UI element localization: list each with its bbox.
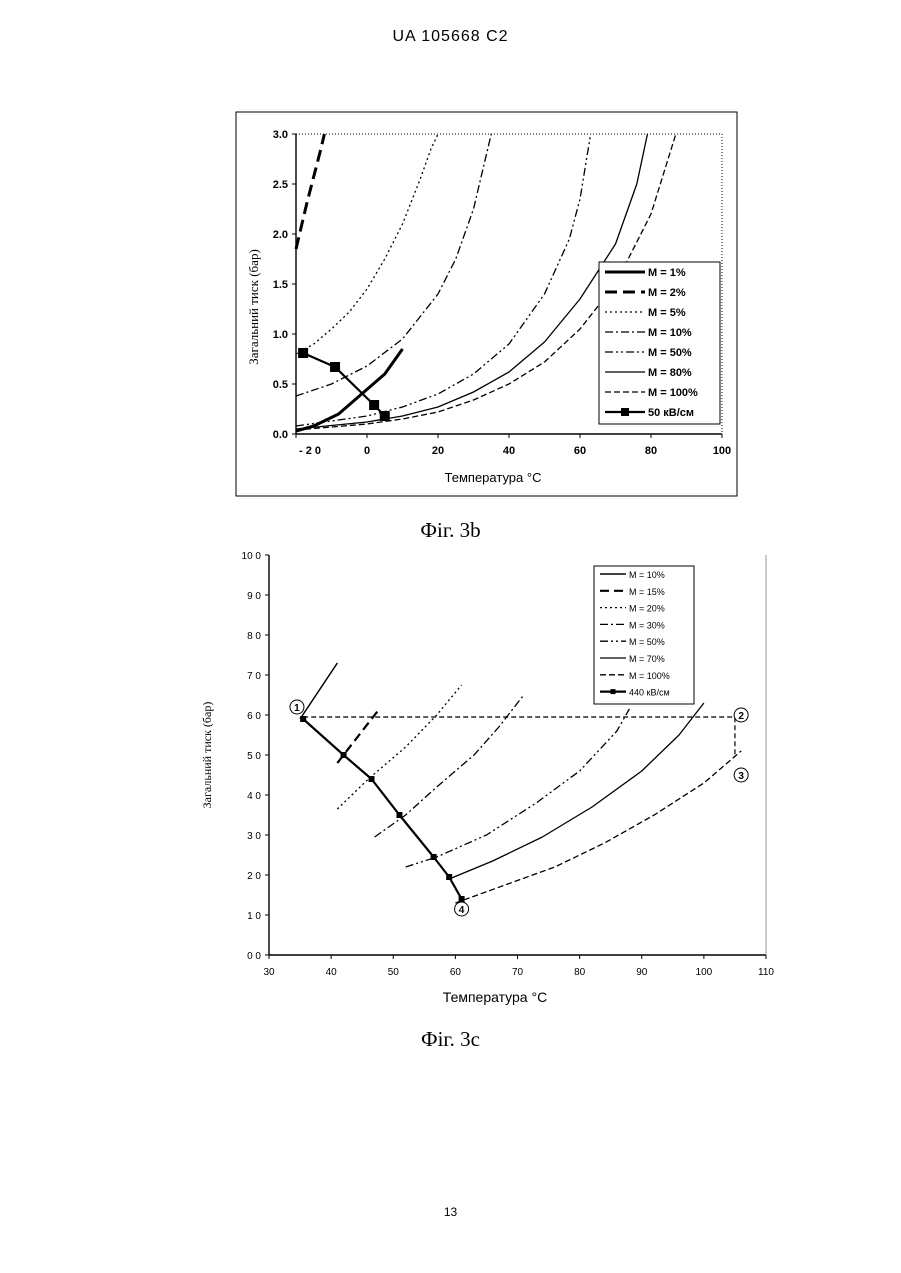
legend-label: M = 20% (629, 604, 665, 614)
data-point-marker (341, 752, 347, 758)
page-number: 13 (0, 1205, 901, 1219)
x-tick-label: 110 (758, 967, 774, 978)
data-point-marker (446, 874, 452, 880)
y-tick-label: 4 0 (247, 791, 261, 802)
x-tick-label: 30 (263, 967, 275, 978)
state-point-label: 2 (738, 711, 744, 722)
y-tick-label: 10 0 (242, 551, 262, 562)
x-tick-label: 60 (450, 967, 462, 978)
series-line-m-10 (300, 663, 337, 719)
data-point-marker (459, 896, 465, 902)
legend-label: M = 50% (629, 637, 665, 647)
y-tick-label: 1 0 (247, 911, 261, 922)
y-tick-label: 6 0 (247, 711, 261, 722)
legend-label: M = 10% (629, 570, 665, 580)
legend-label: M = 70% (629, 654, 665, 664)
state-point-label: 4 (459, 905, 465, 916)
data-point-marker (396, 812, 402, 818)
x-tick-label: 90 (636, 967, 648, 978)
y-tick-label: 9 0 (247, 591, 261, 602)
data-point-marker (369, 776, 375, 782)
y-tick-label: 5 0 (247, 751, 261, 762)
x-tick-label: 100 (696, 967, 713, 978)
x-tick-label: 50 (388, 967, 400, 978)
series-line-440 (303, 719, 461, 899)
x-tick-label: 80 (574, 967, 586, 978)
y-tick-label: 3 0 (247, 831, 261, 842)
legend-label: 440 кВ/см (629, 688, 670, 698)
y-tick-label: 7 0 (247, 671, 261, 682)
y-tick-label: 8 0 (247, 631, 261, 642)
y-tick-label: 2 0 (247, 871, 261, 882)
series-line-m-70 (449, 703, 704, 879)
x-tick-label: 40 (326, 967, 338, 978)
series-line-m-50 (406, 709, 630, 867)
legend-label: M = 30% (629, 620, 665, 630)
x-tick-label: 70 (512, 967, 524, 978)
series-line-m-20 (337, 685, 461, 809)
state-point-label: 3 (738, 771, 744, 782)
state-point-label: 1 (294, 703, 300, 714)
y-tick-label: 0 0 (247, 951, 261, 962)
data-point-marker (300, 716, 306, 722)
legend-label: M = 15% (629, 587, 665, 597)
x-axis-label: Температура °С (443, 989, 547, 1005)
legend-label: M = 100% (629, 671, 670, 681)
y-axis-label: Загальний тиск (бар) (200, 702, 214, 809)
legend-marker (611, 689, 616, 694)
figure-caption-3c: Фіг. 3c (0, 1027, 901, 1052)
data-point-marker (431, 854, 437, 860)
